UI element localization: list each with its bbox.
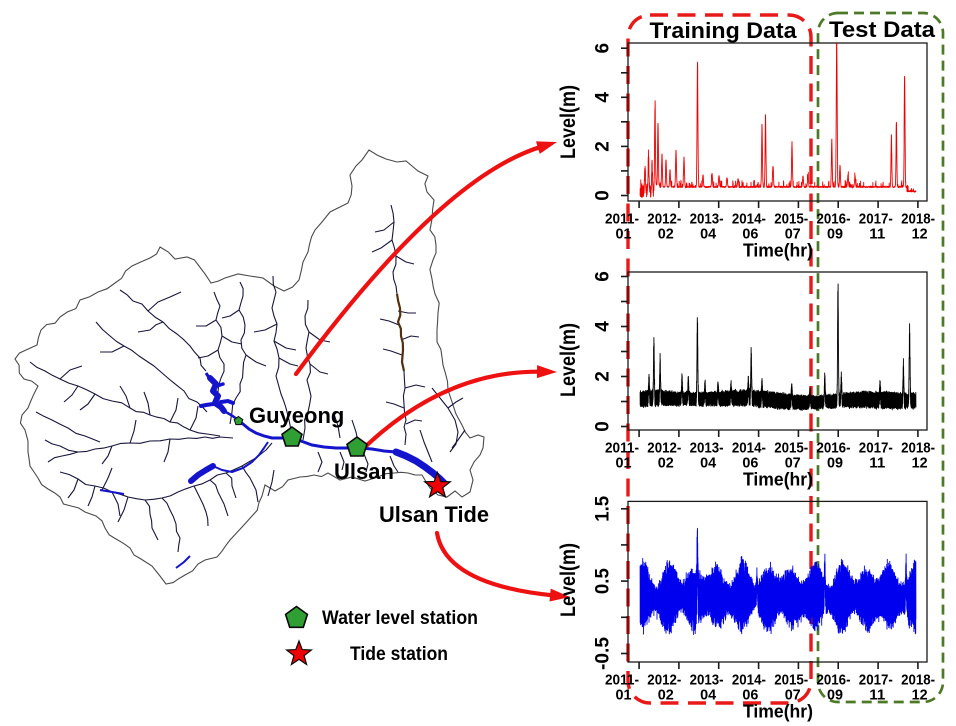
svg-text:2012-: 2012-: [647, 671, 681, 688]
svg-text:04: 04: [700, 226, 717, 243]
svg-text:11: 11: [869, 226, 885, 243]
svg-text:4: 4: [593, 92, 614, 103]
svg-text:Ulsan Tide: Ulsan Tide: [379, 502, 489, 527]
svg-text:2018-: 2018-: [901, 439, 935, 456]
svg-text:Test Data: Test Data: [829, 17, 936, 42]
svg-text:0.5: 0.5: [593, 568, 614, 594]
svg-text:2017-: 2017-: [859, 671, 893, 688]
svg-text:12: 12: [912, 687, 928, 704]
svg-text:2014-: 2014-: [732, 210, 766, 227]
svg-text:0: 0: [593, 421, 614, 432]
svg-text:Level(m): Level(m): [557, 85, 580, 159]
svg-text:04: 04: [700, 687, 717, 704]
svg-text:2017-: 2017-: [859, 439, 893, 456]
svg-text:Ulsan: Ulsan: [334, 459, 394, 484]
svg-text:2016-: 2016-: [817, 210, 851, 227]
svg-text:2: 2: [593, 371, 614, 382]
svg-text:2015-: 2015-: [774, 671, 808, 688]
svg-text:11: 11: [869, 455, 885, 472]
svg-text:-0.5: -0.5: [593, 637, 614, 670]
svg-text:09: 09: [827, 226, 843, 243]
svg-text:2016-: 2016-: [817, 439, 851, 456]
svg-text:2011-: 2011-: [605, 210, 639, 227]
svg-text:2013-: 2013-: [690, 439, 724, 456]
svg-text:2016-: 2016-: [817, 671, 851, 688]
svg-text:06: 06: [742, 455, 758, 472]
svg-text:Training Data: Training Data: [650, 18, 798, 43]
svg-text:2015-: 2015-: [774, 439, 808, 456]
svg-text:2015-: 2015-: [774, 210, 808, 227]
svg-text:11: 11: [869, 687, 885, 704]
svg-text:12: 12: [912, 455, 928, 472]
svg-text:07: 07: [785, 226, 801, 243]
svg-text:12: 12: [912, 226, 928, 243]
svg-text:07: 07: [785, 455, 801, 472]
svg-text:09: 09: [827, 455, 843, 472]
svg-text:4: 4: [593, 321, 614, 332]
svg-text:09: 09: [827, 687, 843, 704]
svg-text:02: 02: [658, 226, 674, 243]
svg-text:Guyeong: Guyeong: [249, 403, 344, 428]
svg-text:06: 06: [742, 226, 758, 243]
svg-text:2011-: 2011-: [605, 439, 639, 456]
svg-text:2012-: 2012-: [647, 210, 681, 227]
svg-text:01: 01: [616, 455, 632, 472]
svg-text:04: 04: [700, 455, 717, 472]
svg-text:2013-: 2013-: [690, 210, 724, 227]
svg-text:2018-: 2018-: [901, 210, 935, 227]
svg-text:1.5: 1.5: [593, 495, 614, 521]
svg-text:2017-: 2017-: [859, 210, 893, 227]
svg-text:02: 02: [658, 455, 674, 472]
svg-text:Level(m): Level(m): [557, 323, 580, 397]
svg-text:6: 6: [593, 43, 614, 54]
svg-text:Time(hr): Time(hr): [743, 470, 813, 490]
svg-text:Tide station: Tide station: [350, 644, 448, 665]
svg-text:2012-: 2012-: [647, 439, 681, 456]
svg-text:2013-: 2013-: [690, 671, 724, 688]
svg-text:07: 07: [785, 687, 801, 704]
svg-text:0: 0: [593, 190, 614, 201]
svg-text:Level(m): Level(m): [557, 543, 580, 617]
svg-text:2011-: 2011-: [605, 671, 639, 688]
svg-text:01: 01: [616, 687, 632, 704]
svg-text:06: 06: [742, 687, 758, 704]
svg-text:2014-: 2014-: [732, 671, 766, 688]
svg-text:Water level station: Water level station: [322, 608, 478, 629]
svg-text:01: 01: [616, 226, 632, 243]
svg-text:Time(hr): Time(hr): [743, 702, 813, 722]
svg-text:2: 2: [593, 141, 614, 152]
svg-text:2014-: 2014-: [732, 439, 766, 456]
svg-text:2018-: 2018-: [901, 671, 935, 688]
svg-text:6: 6: [593, 271, 614, 282]
svg-text:02: 02: [658, 687, 674, 704]
svg-text:Time(hr): Time(hr): [743, 241, 813, 261]
